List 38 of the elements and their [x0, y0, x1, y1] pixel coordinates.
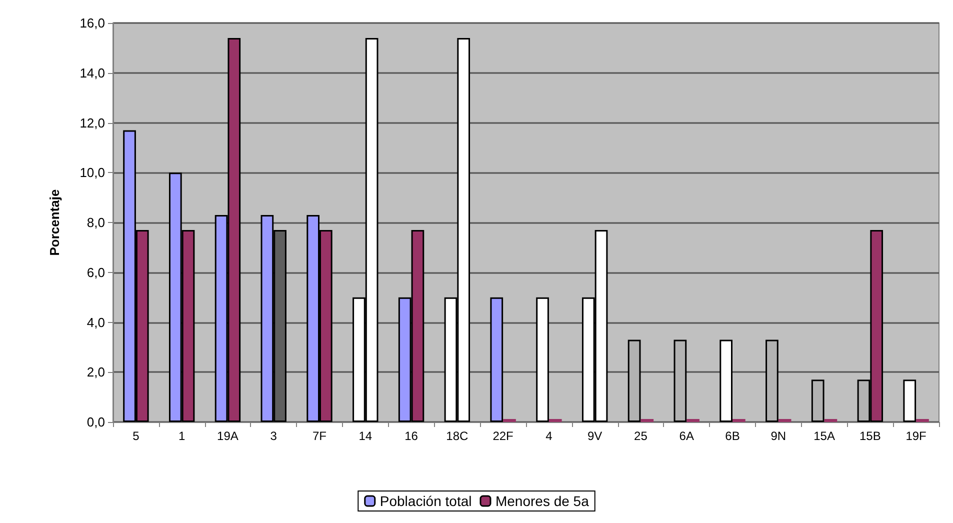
x-tick-label: 15A: [814, 429, 835, 443]
x-tick-label: 14: [358, 429, 372, 443]
legend-label: Población total: [380, 493, 472, 509]
x-tick-label: 19A: [217, 429, 238, 443]
y-tick-label: 10,0: [80, 165, 105, 180]
y-tick-label: 14,0: [80, 65, 105, 80]
legend-label: Menores de 5a: [495, 493, 590, 509]
y-tick-label: 6,0: [86, 264, 105, 280]
y-axis-title: Porcentaje: [47, 189, 62, 256]
x-tick-label: 3: [270, 429, 278, 443]
bar: [536, 297, 549, 422]
bar: [811, 380, 824, 422]
y-tick-label: 8,0: [86, 215, 105, 230]
bar: [720, 340, 732, 422]
y-tick-label: 4,0: [86, 314, 105, 330]
x-tick-label: 9N: [770, 429, 786, 443]
y-tick-label: 2,0: [86, 364, 105, 380]
y-tick-label: 0,0: [86, 414, 105, 430]
x-tick-label: 5: [132, 429, 140, 443]
x-tick-label: 6B: [725, 429, 740, 443]
x-tick-label: 6A: [679, 429, 694, 443]
bar: [766, 340, 778, 422]
x-tick-label: 15B: [859, 429, 881, 443]
bar: [490, 297, 504, 422]
x-tick-label: 19F: [906, 429, 926, 443]
y-tick-label: 12,0: [80, 115, 105, 130]
bar: [674, 340, 687, 422]
x-tick-label: 9V: [587, 429, 602, 443]
x-tick-label: 7F: [312, 429, 327, 443]
x-tick-label: 25: [634, 429, 648, 443]
x-tick-label: 18C: [446, 429, 469, 443]
x-tick-label: 4: [546, 429, 553, 443]
x-tick-label: 22F: [492, 429, 514, 443]
x-tick-label: 1: [178, 429, 186, 443]
x-tick-label: 16: [404, 429, 418, 443]
bar: [903, 380, 916, 422]
y-tick-label: 16,0: [80, 16, 105, 30]
bar: [628, 340, 641, 422]
